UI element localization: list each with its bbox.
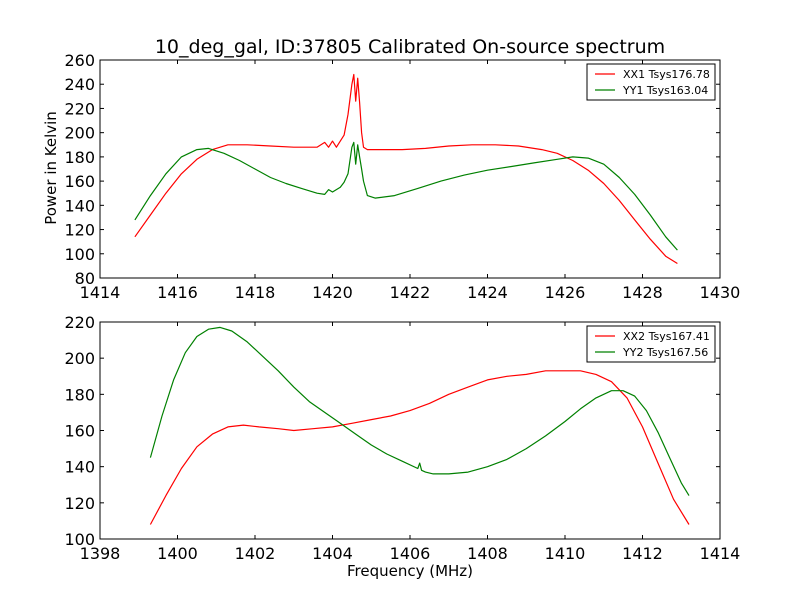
y-tick-label: 220 <box>64 99 95 118</box>
y-axis-label: Power in Kelvin <box>42 111 60 225</box>
x-tick-label: 1406 <box>390 544 431 563</box>
legend-box <box>586 63 716 101</box>
x-tick-label: 1424 <box>467 283 508 302</box>
series-line-yy <box>149 326 690 496</box>
y-tick-label: 120 <box>64 494 95 513</box>
y-tick-label: 220 <box>64 313 95 332</box>
y-tick-label: 260 <box>64 51 95 70</box>
y-tick-label: 140 <box>64 458 95 477</box>
series-line-yy <box>134 141 678 251</box>
x-tick-label: 1412 <box>622 544 663 563</box>
x-tick-label: 1404 <box>312 544 353 563</box>
top-plot: 1414 1416 1418 1420 1422 1424 1426 1428 1430 80 10… <box>64 51 740 302</box>
legend-label: YY2 Tsys167.56 <box>622 346 708 359</box>
y-tick-label: 80 <box>75 269 95 288</box>
chart-title: 10_deg_gal, ID:37805 Calibrated On-sourc… <box>155 36 665 58</box>
x-axis-label: Frequency (MHz) <box>347 562 473 580</box>
y-tick-label: 240 <box>64 75 95 94</box>
y-tick-label: 180 <box>64 385 95 404</box>
x-tick-label: 1426 <box>545 283 586 302</box>
y-tick-label: 120 <box>64 221 95 240</box>
legend-label: YY1 Tsys163.04 <box>622 84 708 97</box>
series-line-xx <box>134 73 678 265</box>
legend-label: XX1 Tsys176.78 <box>623 68 710 81</box>
y-tick-label: 200 <box>64 124 95 143</box>
series-line-xx <box>149 370 690 525</box>
x-tick-label: 1408 <box>467 544 508 563</box>
legend: XX2 Tsys167.41 YY2 Tsys167.56 <box>586 325 716 363</box>
bottom-plot: 1398 1400 1402 1404 1406 1408 1410 1412 1414 100 1… <box>64 313 740 563</box>
y-tick-label: 100 <box>64 530 95 549</box>
y-tick-label: 140 <box>64 196 95 215</box>
legend: XX1 Tsys176.78 YY1 Tsys163.04 <box>586 63 716 101</box>
legend-box <box>586 325 716 363</box>
x-tick-label: 1410 <box>545 544 586 563</box>
x-tick-label: 1416 <box>157 283 198 302</box>
y-tick-label: 180 <box>64 148 95 167</box>
y-tick-label: 200 <box>64 349 95 368</box>
x-tick-label: 1430 <box>700 283 741 302</box>
x-tick-label: 1418 <box>235 283 276 302</box>
x-tick-label: 1428 <box>622 283 663 302</box>
y-tick-label: 160 <box>64 172 95 191</box>
y-tick-label: 100 <box>64 245 95 264</box>
x-tick-label: 1402 <box>235 544 276 563</box>
x-tick-label: 1414 <box>700 544 741 563</box>
legend-label: XX2 Tsys167.41 <box>623 330 710 343</box>
x-tick-label: 1420 <box>312 283 353 302</box>
x-tick-label: 1414 <box>80 283 121 302</box>
x-tick-label: 1422 <box>390 283 431 302</box>
x-tick-label: 1398 <box>80 544 121 563</box>
y-tick-label: 160 <box>64 422 95 441</box>
x-tick-label: 1400 <box>157 544 198 563</box>
